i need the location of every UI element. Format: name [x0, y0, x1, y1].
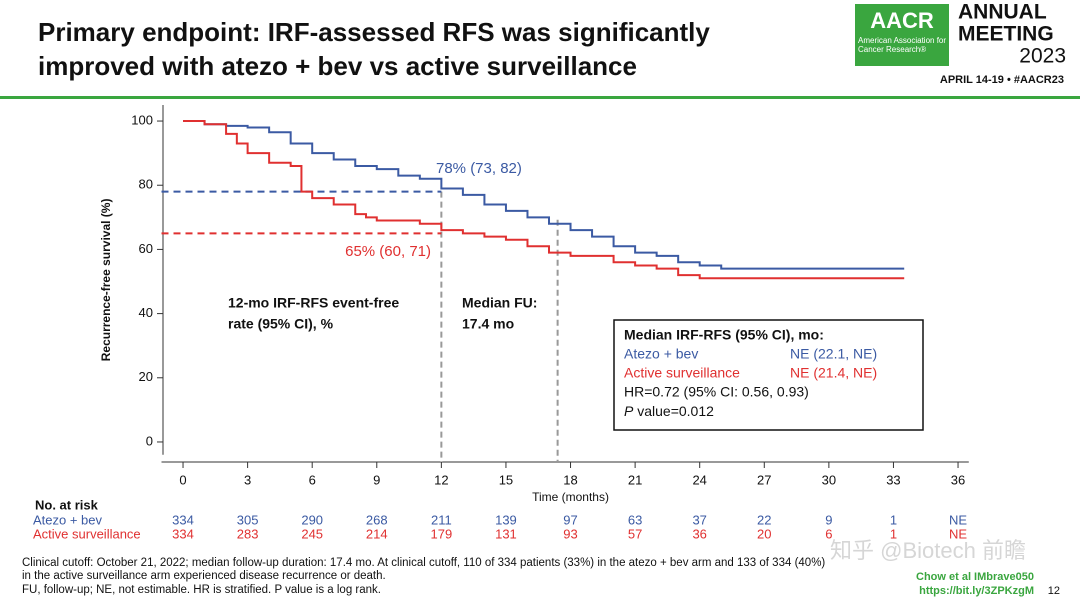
risk-count: 268 [366, 512, 388, 527]
risk-title: No. at risk [35, 497, 99, 512]
title-line: Primary endpoint: IRF-assessed RFS was s… [38, 17, 710, 47]
x-tick-label: 24 [692, 472, 706, 487]
stats-title: Median IRF-RFS (95% CI), mo: [624, 327, 824, 343]
risk-count: 37 [692, 512, 706, 527]
x-tick-label: 15 [499, 472, 513, 487]
credit: https://bit.ly/3ZPKzgM [919, 585, 1034, 597]
logo-box [855, 4, 949, 66]
risk-count: 283 [237, 526, 259, 541]
risk-count: 305 [237, 512, 259, 527]
risk-count: 57 [628, 526, 642, 541]
x-tick-label: 18 [563, 472, 577, 487]
rate-label: 78% (73, 82) [436, 160, 522, 177]
stats-arm: Active surveillance [624, 365, 740, 381]
y-tick-label: 80 [139, 177, 153, 192]
risk-count: 290 [301, 512, 323, 527]
risk-count: 36 [692, 526, 706, 541]
risk-count: 179 [431, 526, 453, 541]
logo-mark: AACR [870, 8, 934, 33]
risk-count: 9 [825, 512, 832, 527]
risk-arm: Atezo + bev [33, 512, 103, 527]
x-tick-label: 36 [951, 472, 965, 487]
p-value: value=0.012 [633, 403, 714, 419]
x-tick-label: 6 [309, 472, 316, 487]
event: ANNUAL [958, 1, 1047, 24]
event: MEETING [958, 23, 1054, 46]
risk-count: 20 [757, 526, 771, 541]
y-tick-label: 20 [139, 369, 153, 384]
risk-count: 1 [890, 512, 897, 527]
footnote: FU, follow-up; NE, not estimable. HR is … [22, 584, 381, 596]
landmark-label: rate (95% CI), % [228, 316, 334, 332]
risk-count: 1 [890, 526, 897, 541]
logo-org: American Association for Cancer Research… [858, 36, 947, 54]
stats-p: P value=0.012 [624, 403, 714, 419]
risk-count: 334 [172, 526, 194, 541]
logo-org-wrap: American Association for Cancer Research… [858, 36, 947, 54]
risk-count: 139 [495, 512, 517, 527]
km-curve [183, 120, 905, 280]
x-tick-label: 9 [373, 472, 380, 487]
risk-count: 97 [563, 512, 577, 527]
risk-count: 214 [366, 526, 388, 541]
footnote: in the active surveillance arm experienc… [22, 570, 386, 582]
risk-count: NE [949, 526, 967, 541]
watermark: 知乎 @Biotech 前瞻 [830, 538, 1026, 563]
x-tick-label: 0 [179, 472, 186, 487]
x-tick-label: 30 [822, 472, 836, 487]
y-tick-label: 0 [146, 433, 153, 448]
median-fu-label: 17.4 mo [462, 316, 514, 332]
risk-count: 22 [757, 512, 771, 527]
x-axis-title: Time (months) [532, 490, 609, 504]
risk-count: 245 [301, 526, 323, 541]
y-tick-label: 60 [139, 241, 153, 256]
stats-median: NE (21.4, NE) [790, 365, 877, 381]
x-tick-label: 33 [886, 472, 900, 487]
header-rule [0, 96, 1080, 99]
stats-median: NE (22.1, NE) [790, 346, 877, 362]
landmark-label: 12-mo IRF-RFS event-free [228, 295, 399, 311]
x-tick-label: 21 [628, 472, 642, 487]
risk-count: 131 [495, 526, 517, 541]
rate-label: 65% (60, 71) [345, 243, 431, 260]
risk-count: 6 [825, 526, 832, 541]
credit: Chow et al IMbrave050 [916, 571, 1034, 583]
x-tick-label: 3 [244, 472, 251, 487]
x-tick-label: 27 [757, 472, 771, 487]
risk-arm: Active surveillance [33, 526, 141, 541]
risk-count: 211 [431, 512, 452, 527]
dates: APRIL 14-19 • #AACR23 [940, 74, 1064, 86]
risk-count: 63 [628, 512, 642, 527]
x-tick-label: 12 [434, 472, 448, 487]
y-tick-label: 100 [131, 112, 153, 127]
p-italic: P [624, 403, 634, 419]
stats-arm: Atezo + bev [624, 346, 698, 362]
y-tick-label: 40 [139, 305, 153, 320]
risk-count: NE [949, 512, 967, 527]
km-curve [183, 120, 905, 270]
page-number: 12 [1048, 585, 1060, 597]
stats-hr: HR=0.72 (95% CI: 0.56, 0.93) [624, 384, 809, 400]
median-fu-label: Median FU: [462, 295, 537, 311]
stats-box [613, 319, 924, 431]
title-line: improved with atezo + bev vs active surv… [38, 51, 637, 81]
y-axis-title: Recurrence-free survival (%) [99, 199, 113, 362]
risk-count: 93 [563, 526, 577, 541]
year: 2023 [1019, 45, 1066, 68]
risk-count: 334 [172, 512, 194, 527]
footnote: Clinical cutoff: October 21, 2022; media… [22, 557, 825, 569]
